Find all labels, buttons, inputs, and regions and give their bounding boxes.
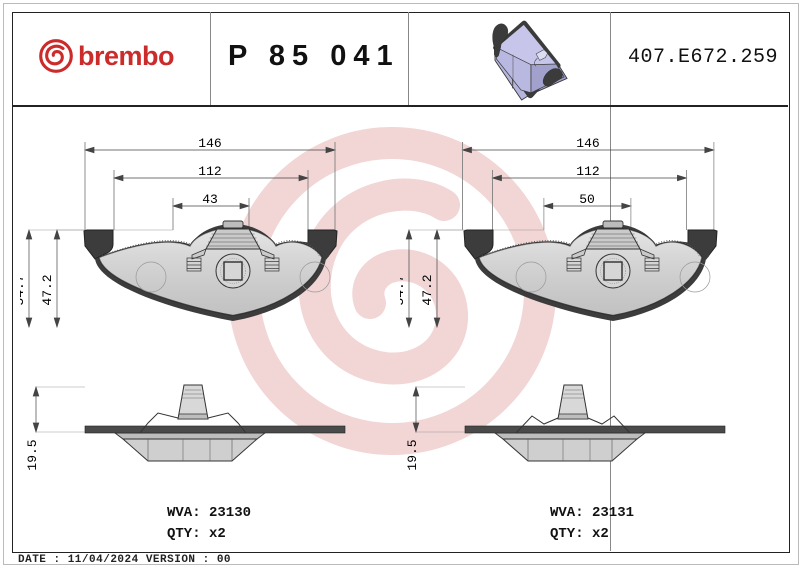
svg-text:43: 43 <box>202 192 218 207</box>
svg-text:50: 50 <box>579 192 595 207</box>
svg-text:54.7: 54.7 <box>20 274 27 305</box>
svg-text:146: 146 <box>198 136 221 151</box>
svg-text:112: 112 <box>576 164 599 179</box>
svg-text:54.7: 54.7 <box>400 274 407 305</box>
svg-text:47.2: 47.2 <box>40 274 55 305</box>
svg-text:brembo: brembo <box>78 41 174 71</box>
svg-text:19.5: 19.5 <box>405 439 420 470</box>
svg-text:19.5: 19.5 <box>25 439 40 470</box>
svg-text:47.2: 47.2 <box>420 274 435 305</box>
svg-text:112: 112 <box>198 164 221 179</box>
svg-text:146: 146 <box>576 136 599 151</box>
